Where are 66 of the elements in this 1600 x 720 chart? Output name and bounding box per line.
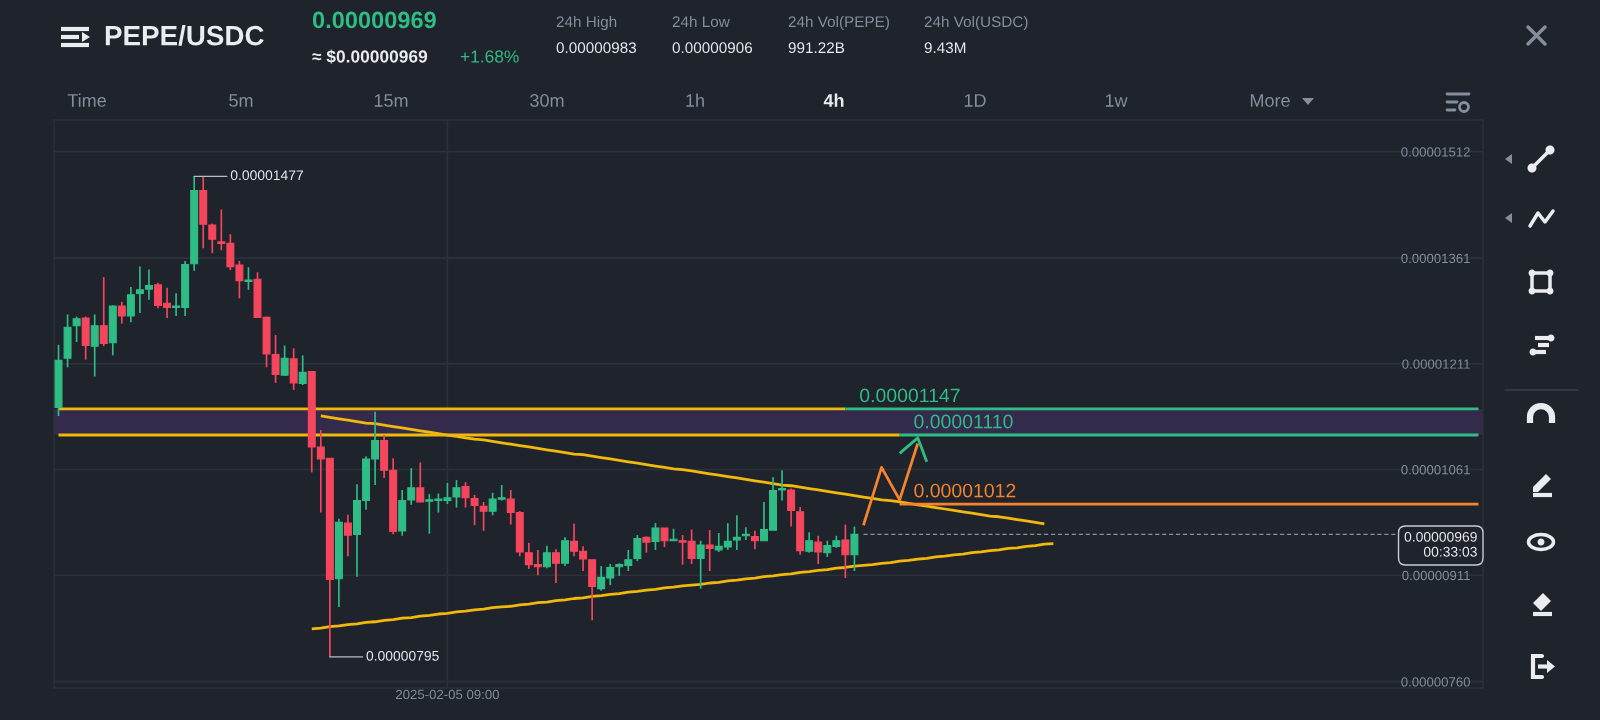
text: 24h Vol(USDC) <box>924 15 1028 31</box>
candlestick <box>416 461 425 503</box>
annotation: 0.00000969 <box>1404 531 1477 542</box>
candlestick <box>461 481 470 509</box>
text: Time <box>67 93 106 107</box>
line-series <box>310 542 1055 631</box>
candlestick <box>407 467 416 506</box>
text: 24h Low <box>672 15 730 28</box>
text: 4h <box>823 93 844 107</box>
y-tick-label: 0.00001211 <box>1402 359 1470 369</box>
candlestick <box>289 347 298 391</box>
candlestick <box>542 544 551 570</box>
candlestick <box>551 548 560 584</box>
candlestick <box>470 494 479 527</box>
candlestick <box>805 531 814 554</box>
text: ≈ $0.00000969 <box>312 49 428 64</box>
annotation: 0.00001110 <box>914 414 1013 429</box>
text: 1h <box>686 93 704 107</box>
text: 991.22B <box>788 42 845 54</box>
text: 0.00000906 <box>672 42 753 54</box>
candlestick <box>298 354 307 386</box>
annotation: 0.00001477 <box>230 170 303 181</box>
annotation: 0.00001147 <box>860 388 960 403</box>
candlestick <box>814 534 823 565</box>
candlestick <box>280 344 289 377</box>
candlestick <box>633 534 642 562</box>
candlestick <box>90 313 99 378</box>
text: 15m <box>374 94 408 107</box>
candlestick <box>479 501 488 532</box>
text: 5m <box>229 94 253 107</box>
x-tick-label: 2025-02-05 09:00 <box>396 689 499 700</box>
candlestick <box>244 266 253 291</box>
text: 00:33:03 <box>1423 546 1477 557</box>
candlestick <box>732 514 741 551</box>
text: 24h Vol(PEPE) <box>788 15 889 31</box>
text: 1D <box>964 94 986 107</box>
candlestick <box>343 513 352 558</box>
annotation: 0.00000795 <box>366 650 439 661</box>
candlestick <box>561 536 569 567</box>
candlestick <box>705 529 714 572</box>
text: More <box>1250 94 1290 107</box>
y-tick-label: 0.00001512 <box>1401 147 1470 157</box>
text: +1.68% <box>460 50 519 63</box>
candlestick <box>787 487 796 528</box>
y-tick-label: 0.00001061 <box>1401 465 1470 475</box>
text: 24h High <box>556 15 617 31</box>
candlestick <box>660 527 669 548</box>
text: 9.43M <box>924 42 966 54</box>
y-tick-label: 0.00000911 <box>1402 570 1470 581</box>
candlestick <box>841 523 850 579</box>
text: 1w <box>1105 94 1128 107</box>
candlestick <box>850 525 859 572</box>
candlestick <box>72 315 81 343</box>
chart-title: PEPE/USDC <box>105 25 264 46</box>
candlestick <box>651 522 660 551</box>
annotation: 0.00001012 <box>914 483 1016 498</box>
candlestick <box>117 300 126 325</box>
text: 30m <box>530 94 564 107</box>
text: 0.00000983 <box>556 42 637 54</box>
candlestick <box>696 539 705 590</box>
candlestick <box>99 276 108 348</box>
y-tick-label: 0.00001361 <box>1401 253 1470 264</box>
y-tick-label: 0.00000760 <box>1401 677 1470 687</box>
text: 0.00000969 <box>312 11 436 29</box>
candlestick <box>126 286 135 324</box>
candlestick <box>750 530 759 551</box>
